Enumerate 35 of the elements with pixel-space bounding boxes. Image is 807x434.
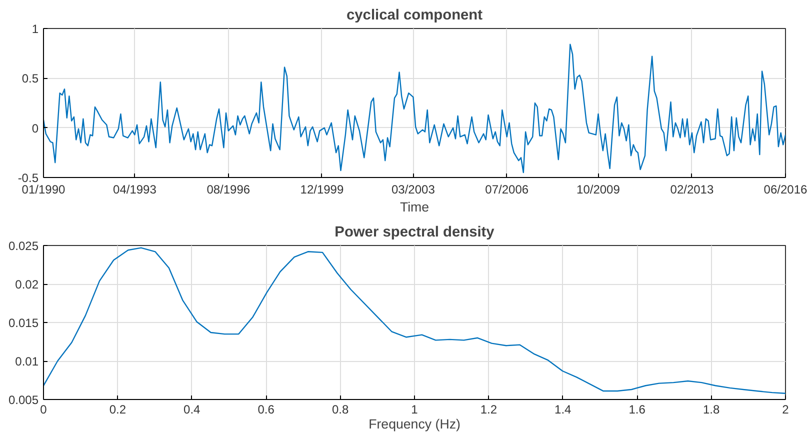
x-axis-title: Frequency (Hz)	[368, 416, 460, 432]
chart-title: Power spectral density	[334, 224, 496, 240]
y-tick-label: 0.5	[22, 72, 39, 86]
x-tick-label: 0.4	[184, 402, 201, 416]
line-series	[44, 247, 786, 394]
chart-title: cyclical component	[346, 8, 483, 24]
x-tick-label: 04/1993	[113, 182, 157, 196]
x-tick-label: 0.2	[109, 402, 126, 416]
y-tick-label: 0.02	[15, 278, 39, 292]
x-tick-label: 1.6	[628, 402, 646, 416]
x-tick-label: 01/1990	[22, 182, 66, 196]
x-tick-label: 0.8	[332, 402, 349, 416]
x-tick-label: 08/1996	[206, 182, 250, 196]
x-axis-title: Time	[400, 200, 430, 214]
y-tick-label: 0.01	[15, 354, 39, 368]
y-tick-label: 0.025	[8, 239, 39, 253]
x-tick-label: 02/2013	[670, 182, 714, 196]
x-tick-label: 03/2003	[392, 182, 436, 196]
x-tick-label: 1.2	[480, 402, 498, 416]
x-tick-label: 06/2016	[764, 182, 807, 196]
x-tick-label: 1.4	[554, 402, 572, 416]
x-tick-label: 0	[40, 402, 48, 416]
y-tick-label: 0.015	[8, 316, 39, 330]
y-tick-label: -0.5	[18, 171, 39, 185]
x-tick-label: 1.8	[702, 402, 720, 416]
x-tick-label: 0.6	[258, 402, 275, 416]
y-tick-label: 0.005	[8, 393, 39, 407]
x-tick-label: 12/1999	[300, 182, 344, 196]
y-tick-label: 0	[32, 121, 39, 136]
x-tick-label: 1	[411, 402, 418, 416]
y-tick-label: 1	[32, 22, 39, 36]
line-series	[44, 44, 786, 174]
x-tick-label: 07/2006	[485, 182, 529, 196]
x-tick-label: 2	[782, 402, 790, 416]
x-tick-label: 10/2009	[576, 182, 620, 196]
